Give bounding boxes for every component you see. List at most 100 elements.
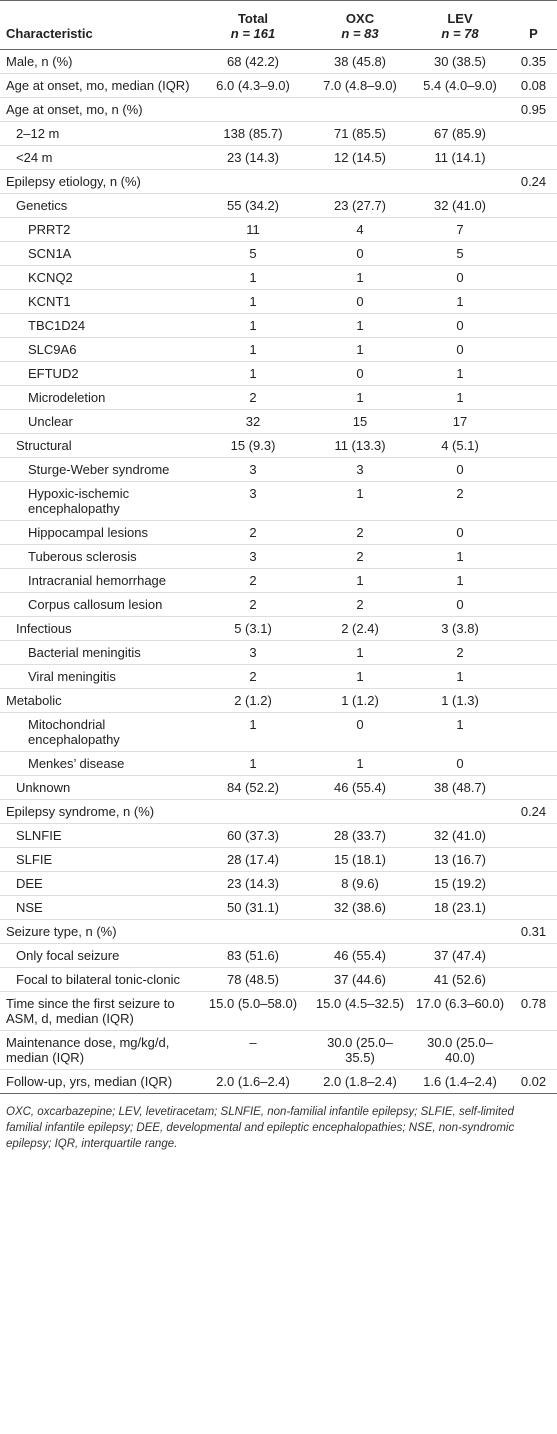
cell: 5: [410, 241, 510, 266]
row: 2–12 m 138 (85.7) 71 (85.5) 67 (85.9): [0, 121, 557, 146]
header-row: Characteristic Total n = 161 OXC n = 83 LEV n …: [0, 0, 557, 50]
row-label: Viral meningitis: [0, 664, 196, 689]
empty-cell: [510, 664, 557, 689]
cell: 2: [196, 385, 310, 410]
cell: 15: [310, 409, 410, 434]
empty-cell: [510, 193, 557, 218]
empty-cell: [410, 799, 510, 824]
cell: 0: [410, 337, 510, 362]
row: SCN1A 5 0 5: [0, 241, 557, 266]
cell: 46 (55.4): [310, 943, 410, 968]
empty-cell: [510, 217, 557, 242]
cell: 3: [196, 544, 310, 569]
cell: 1: [310, 640, 410, 665]
header-title: Total: [237, 11, 269, 26]
row: SLNFIE 60 (37.3) 28 (33.7) 32 (41.0): [0, 823, 557, 848]
cell: 1: [310, 385, 410, 410]
cell: 2 (1.2): [196, 688, 310, 713]
cell: 0: [310, 289, 410, 314]
row-label: Tuberous sclerosis: [0, 544, 196, 569]
row: Only focal seizure 83 (51.6) 46 (55.4) 37 (…: [0, 943, 557, 968]
row: Structural 15 (9.3) 11 (13.3) 4 (5.1): [0, 433, 557, 458]
row-label: Genetics: [0, 193, 196, 218]
cell: 37 (44.6): [310, 967, 410, 992]
cell: 0: [410, 751, 510, 776]
empty-cell: [510, 568, 557, 593]
empty-cell: [510, 481, 557, 521]
cell: 6.0 (4.3–9.0): [196, 73, 310, 98]
row-label: Mitochondrial encephalopathy: [0, 712, 196, 752]
row-label: KCNQ2: [0, 265, 196, 290]
empty-cell: [510, 289, 557, 314]
cell: 1: [410, 544, 510, 569]
cell: 7: [410, 217, 510, 242]
cell: 1: [310, 664, 410, 689]
empty-cell: [510, 592, 557, 617]
header-cell: P: [510, 0, 557, 50]
header-sub: n = 78: [441, 26, 479, 41]
cell: 17: [410, 409, 510, 434]
row: Corpus callosum lesion 2 2 0: [0, 592, 557, 617]
row-label: Maintenance dose, mg/kg/d, median (IQR): [0, 1030, 196, 1070]
cell: 32: [196, 409, 310, 434]
cell: 28 (33.7): [310, 823, 410, 848]
empty-cell: [510, 121, 557, 146]
row: Sturge-Weber syndrome 3 3 0: [0, 457, 557, 482]
row: Hypoxic-ischemic encephalopathy 3 1 2: [0, 481, 557, 521]
row-label: Infectious: [0, 616, 196, 641]
cell: 0.24: [510, 799, 557, 824]
empty-cell: [510, 241, 557, 266]
cell: 30.0 (25.0–40.0): [410, 1030, 510, 1070]
row-label: Age at onset, mo, n (%): [0, 97, 196, 122]
cell: 28 (17.4): [196, 847, 310, 872]
empty-cell: [510, 775, 557, 800]
cell: 1: [310, 568, 410, 593]
cell: 15.0 (4.5–32.5): [310, 991, 410, 1031]
cell: 38 (48.7): [410, 775, 510, 800]
empty-cell: [510, 1030, 557, 1070]
cell: 1: [410, 664, 510, 689]
cell: 4 (5.1): [410, 433, 510, 458]
cell: 2: [310, 520, 410, 545]
empty-cell: [510, 751, 557, 776]
empty-cell: [196, 169, 310, 194]
cell: 1: [196, 289, 310, 314]
empty-cell: [510, 385, 557, 410]
row: SLFIE 28 (17.4) 15 (18.1) 13 (16.7): [0, 847, 557, 872]
empty-cell: [510, 457, 557, 482]
cell: 0: [410, 592, 510, 617]
row: DEE 23 (14.3) 8 (9.6) 15 (19.2): [0, 871, 557, 896]
row-label: Age at onset, mo, median (IQR): [0, 73, 196, 98]
cell: 1: [310, 265, 410, 290]
row: Unknown 84 (52.2) 46 (55.4) 38 (48.7): [0, 775, 557, 800]
header-cell: OXC n = 83: [310, 0, 410, 50]
row: Viral meningitis 2 1 1: [0, 664, 557, 689]
footnote: OXC, oxcarbazepine; LEV, levetiracetam; …: [6, 1106, 515, 1150]
row-label: Bacterial meningitis: [0, 640, 196, 665]
empty-cell: [510, 847, 557, 872]
cell: 1.6 (1.4–2.4): [410, 1069, 510, 1094]
cell: 1: [410, 289, 510, 314]
row: Metabolic 2 (1.2) 1 (1.2) 1 (1.3): [0, 688, 557, 713]
row-label: Metabolic: [0, 688, 196, 713]
cell: 1: [196, 337, 310, 362]
cell: 71 (85.5): [310, 121, 410, 146]
cell: 0: [410, 457, 510, 482]
row-label: Focal to bilateral tonic-clonic: [0, 967, 196, 992]
cell: 138 (85.7): [196, 121, 310, 146]
cell: 0: [410, 313, 510, 338]
cell: 23 (14.3): [196, 145, 310, 170]
empty-cell: [510, 337, 557, 362]
row: Genetics 55 (34.2) 23 (27.7) 32 (41.0): [0, 193, 557, 218]
row: PRRT2 11 4 7: [0, 217, 557, 242]
row-label: Epilepsy etiology, n (%): [0, 169, 196, 194]
cell: 2.0 (1.8–2.4): [310, 1069, 410, 1094]
table: Characteristic Total n = 161 OXC n = 83 LEV n …: [0, 0, 557, 1094]
header-sub: n = 161: [230, 26, 276, 41]
cell: 41 (52.6): [410, 967, 510, 992]
cell: 1: [410, 361, 510, 386]
row: NSE 50 (31.1) 32 (38.6) 18 (23.1): [0, 895, 557, 920]
row: Infectious 5 (3.1) 2 (2.4) 3 (3.8): [0, 616, 557, 641]
cell: 0.24: [510, 169, 557, 194]
cell: 15 (9.3): [196, 433, 310, 458]
